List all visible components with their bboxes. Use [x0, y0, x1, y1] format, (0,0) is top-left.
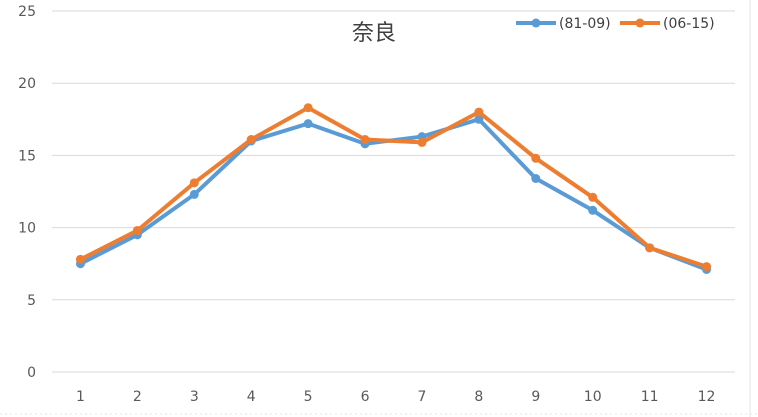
y-tick-label: 25 [18, 4, 36, 20]
y-tick-label: 5 [27, 293, 36, 309]
data-point [303, 119, 313, 129]
x-tick-label: 3 [190, 389, 199, 405]
legend-entry: (06-15) [620, 16, 715, 32]
y-tick-label: 10 [18, 221, 36, 237]
x-tick-labels: 1 2 3 4 5 6 7 8 9 10 11 12 [76, 389, 715, 405]
x-tick-label: 7 [417, 389, 426, 405]
legend-marker [635, 18, 645, 28]
series-lines [75, 103, 712, 274]
data-point [189, 178, 199, 188]
x-tick-label: 1 [76, 389, 85, 405]
data-point [132, 225, 142, 235]
data-point [303, 103, 313, 113]
series-2 [75, 103, 712, 272]
data-point [474, 114, 484, 124]
data-point [75, 254, 85, 264]
x-tick-label: 9 [531, 389, 540, 405]
x-tick-label: 4 [247, 389, 256, 405]
y-tick-label: 0 [27, 365, 36, 381]
data-point [189, 189, 199, 199]
x-tick-label: 5 [304, 389, 313, 405]
data-point [531, 153, 541, 163]
y-tick-labels: 0 5 10 15 20 25 [18, 4, 36, 381]
x-tick-label: 8 [474, 389, 483, 405]
x-tick-label: 2 [133, 389, 142, 405]
data-point [246, 135, 256, 145]
x-tick-label: 12 [698, 389, 716, 405]
series-1 [75, 114, 712, 274]
x-tick-label: 6 [361, 389, 370, 405]
data-point [417, 137, 427, 147]
legend-label: (81-09) [559, 16, 611, 32]
data-point [588, 192, 598, 202]
data-point [360, 135, 370, 145]
data-point [702, 262, 712, 272]
y-tick-label: 20 [18, 76, 36, 92]
data-point [588, 205, 598, 215]
grid-lines [52, 10, 735, 301]
legend-marker [531, 18, 541, 28]
series-line [78, 105, 709, 269]
x-tick-label: 10 [584, 389, 602, 405]
x-tick-label: 11 [641, 389, 659, 405]
data-point [474, 107, 484, 117]
data-point [531, 174, 541, 184]
legend-entry: (81-09) [516, 16, 611, 32]
data-point [645, 243, 655, 253]
chart-title: 奈良 [352, 21, 396, 46]
y-tick-label: 15 [18, 148, 36, 164]
legend: (81-09) (06-15) [516, 16, 715, 32]
legend-label: (06-15) [663, 16, 715, 32]
